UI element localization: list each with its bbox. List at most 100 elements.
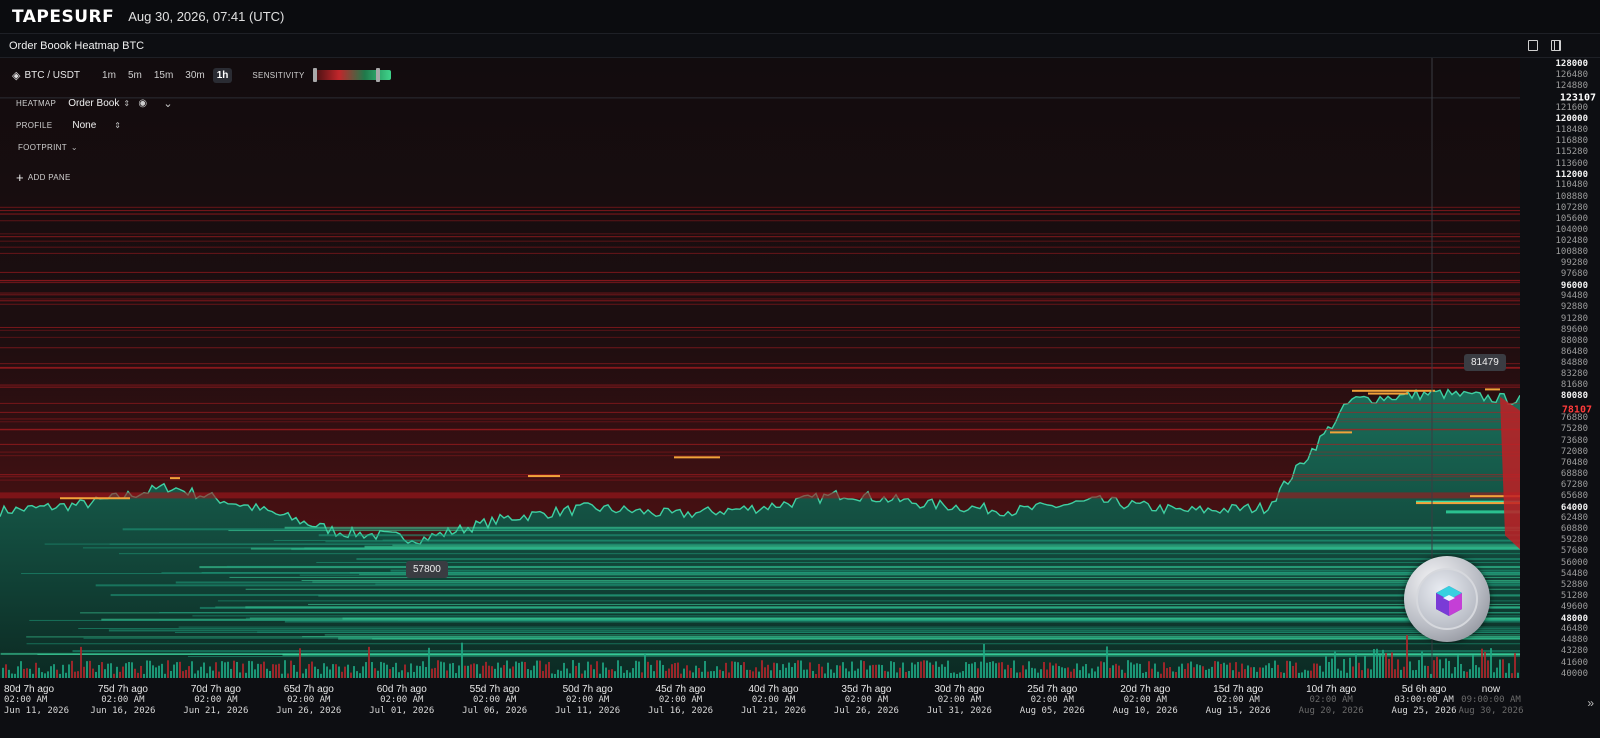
volume-bar [647,661,649,678]
volume-bar [1178,666,1180,678]
volume-bar [1307,670,1309,678]
bid-wall [21,573,1520,575]
timeframe-5m[interactable]: 5m [127,69,142,81]
restore-window-icon[interactable] [1528,40,1538,51]
volume-bar [785,667,787,678]
timeframe-1h[interactable]: 1h [212,67,233,83]
price-tick: 70480 [1560,457,1588,468]
volume-bar [818,663,820,678]
volume-bar [770,670,772,678]
volume-bar [632,668,634,678]
ask-wall [0,363,1520,365]
price-tick: 54480 [1560,568,1588,579]
time-tick: 40d 7h ago 02:00 AM Jul 21, 2026 [741,684,806,717]
profile-select[interactable]: None [72,120,97,131]
bid-wall [229,576,1520,578]
volume-bar [845,668,847,678]
volume-bar [1433,660,1435,678]
binance-diamond-icon: ◈ [12,69,21,82]
volume-bar [878,664,880,678]
volume-bar [365,662,367,678]
volume-bar [170,670,172,678]
volume-bar [308,664,310,678]
volume-bar [146,660,148,678]
chart-toolbar: ◈ BTC / USDT 1m 5m 15m 30m 1h SENSITIVIT… [12,66,391,84]
add-pane-button[interactable]: + ADD PANE [16,170,71,185]
volume-bar [1154,663,1156,678]
volume-bar [908,671,910,678]
volume-bar [1112,665,1114,678]
volume-bar [881,665,883,678]
volume-bar [29,668,31,678]
volume-bar [1043,662,1045,678]
volume-bar [431,668,433,678]
timeframe-15m[interactable]: 15m [153,69,174,81]
volume-bar [1007,664,1009,678]
bid-wall [78,627,1520,629]
volume-bar [872,664,874,678]
price-tick: 59280 [1560,535,1588,546]
volume-bar [410,663,412,678]
time-tick-ago: 15d 7h ago [1213,684,1264,695]
sensitivity-max-handle[interactable] [375,68,380,82]
volume-bar [485,661,487,678]
volume-bar [80,646,82,678]
volume-bar [218,671,220,678]
price-tick: 89600 [1560,325,1588,336]
volume-bar [377,670,379,678]
volume-bar [710,671,712,678]
pair-selector[interactable]: ◈ BTC / USDT [12,69,80,82]
volume-bar [677,662,679,678]
price-axis[interactable]: 123107 78107 128000 126480 124880 121600 120… [1520,58,1600,679]
volume-bar [482,665,484,678]
volume-bar [62,664,64,678]
chevron-down-icon[interactable]: ⌄ [163,98,173,110]
volume-bar [287,673,289,678]
volume-bar [1124,672,1126,678]
volume-bar [392,667,394,678]
maximize-window-icon[interactable] [1551,40,1561,51]
volume-bar [1166,668,1168,678]
sensitivity-slider[interactable] [312,68,391,82]
price-tick: 121600 [1555,103,1588,114]
volume-bar [1361,670,1363,678]
sensitivity-min-handle[interactable] [312,68,317,82]
updown-icon: ⇕ [123,99,131,108]
time-tick: 65d 7h ago 02:00 AM Jun 26, 2026 [276,684,341,717]
volume-bar [935,661,937,678]
timeframe-1m[interactable]: 1m [102,69,116,81]
volume-bar [389,669,391,678]
time-tick-date: Jul 06, 2026 [462,706,528,716]
price-tick: 48000 [1560,613,1588,624]
volume-bar [773,662,775,678]
volume-bar [554,673,556,678]
volume-bar [119,671,121,678]
eye-icon[interactable]: ◉ [138,98,148,109]
volume-bar [536,660,538,678]
volume-bar [116,666,118,678]
volume-bar [401,670,403,678]
volume-bar [1412,670,1414,678]
footprint-toggle[interactable]: FOOTPRINT ⌄ [18,143,78,152]
volume-bar [1385,653,1387,678]
ask-wall [0,300,1520,302]
time-tick: 50d 7h ago 02:00 AM Jul 11, 2026 [555,684,620,717]
time-axis[interactable]: » 80d 7h ago 02:00 AM Jun 11, 2026 75d 7h a… [0,678,1600,738]
timeframe-30m[interactable]: 30m [185,69,205,81]
volume-bar [701,671,703,678]
volume-bar [698,668,700,678]
volume-bar [305,668,307,678]
volume-bar [1025,669,1027,678]
volume-bar [764,667,766,678]
heatmap-chart[interactable] [0,58,1520,678]
volume-bar [674,663,676,678]
volume-bar [905,671,907,678]
volume-bar [1487,660,1489,678]
volume-bar [662,664,664,678]
heatmap-select[interactable]: Order Book [68,98,120,109]
price-tick: 84880 [1560,357,1588,368]
volume-bar [1037,672,1039,678]
volume-bar [1004,669,1006,678]
double-chevron-right-icon[interactable]: » [1587,696,1594,710]
volume-bar [731,661,733,678]
